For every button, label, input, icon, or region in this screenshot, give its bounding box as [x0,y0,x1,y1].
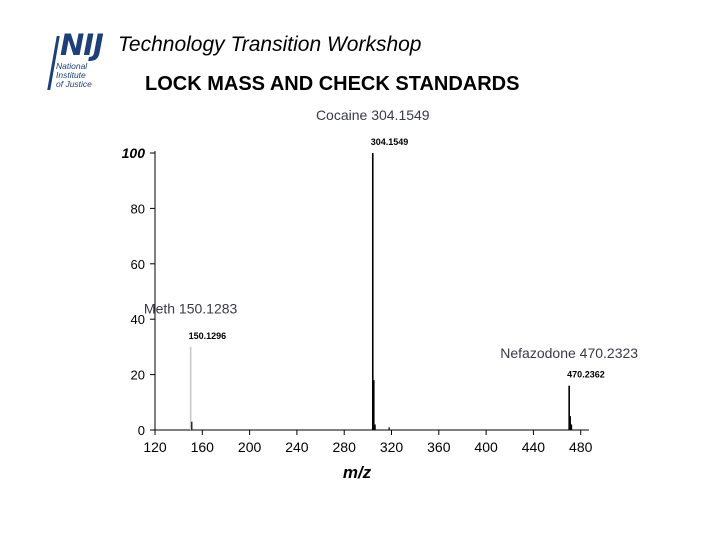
y-tick-label: 80 [131,201,145,216]
y-tick-label: 40 [131,312,145,327]
x-tick-label: 480 [569,439,593,455]
x-tick-label: 200 [238,439,262,455]
nij-logo: NIJ National Institute of Justice [46,28,116,94]
y-tick-label: 0 [138,423,145,438]
x-tick-label: 440 [522,439,546,455]
logo-text: NIJ [60,28,104,62]
x-tick-label: 120 [143,439,167,455]
page-title: LOCK MASS AND CHECK STANDARDS [145,73,520,95]
y-tick-label: 100 [122,145,146,161]
logo-line-1: National [56,61,88,71]
x-tick-label: 320 [380,439,404,455]
x-tick-label: 240 [285,439,309,455]
standard-annotation: Nefazodone 470.2323 [500,345,638,361]
x-tick-label: 160 [191,439,215,455]
y-tick-label: 20 [131,368,145,383]
peak-label: 470.2362 [567,370,605,380]
logo-line-2: Institute [56,70,86,80]
y-tick-label: 60 [131,257,145,272]
x-tick-label: 400 [474,439,498,455]
logo-line-3: of Justice [56,79,92,89]
workshop-title: Technology Transition Workshop [118,33,422,56]
standard-annotation: Cocaine 304.1549 [316,107,430,123]
peak-label: 150.1296 [189,331,227,341]
x-tick-label: 280 [333,439,357,455]
peak-label: 304.1549 [371,137,409,147]
standard-annotation: Meth 150.1283 [144,301,238,317]
x-axis-label: m/z [343,463,372,482]
x-tick-label: 360 [427,439,451,455]
